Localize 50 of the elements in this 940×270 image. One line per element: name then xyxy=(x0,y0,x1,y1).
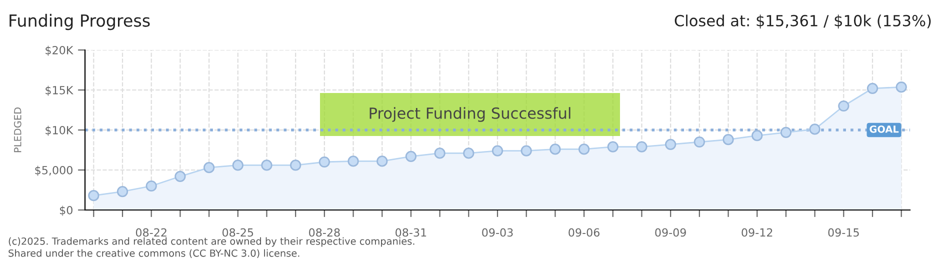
point xyxy=(116,186,128,198)
point xyxy=(405,150,417,162)
point xyxy=(261,160,272,171)
point xyxy=(463,148,474,159)
x-tick-label: 08-28 xyxy=(309,228,340,237)
y-tick-label: $5,000 xyxy=(35,166,72,176)
point xyxy=(88,190,100,202)
annotation: Project Funding Successful xyxy=(370,107,570,122)
point xyxy=(348,156,359,167)
point xyxy=(174,170,186,182)
text: Shared under the creative commons (CC BY-NC 3.0) license. xyxy=(8,249,300,258)
point xyxy=(146,180,157,192)
point xyxy=(636,141,648,152)
chart-title: Funding Progress xyxy=(10,14,150,30)
x-tick-label: 08-25 xyxy=(222,228,254,237)
point xyxy=(578,144,590,155)
chart-subtitle: Closed at: $15,361 / $10k (153%) xyxy=(674,14,931,28)
point xyxy=(290,160,302,171)
point xyxy=(896,82,907,93)
point xyxy=(752,130,763,142)
point xyxy=(492,145,504,156)
x-tick-label: 09-15 xyxy=(828,228,859,237)
y-tick-label: $10K xyxy=(46,126,74,136)
point xyxy=(232,160,244,171)
point xyxy=(694,136,705,148)
x-tick-label: 09-12 xyxy=(742,228,772,237)
point xyxy=(376,156,388,167)
point xyxy=(780,126,792,138)
point xyxy=(665,138,676,150)
text: (c)2025. Trademarks and related content are owned by their respective companies. xyxy=(8,237,414,247)
point xyxy=(520,145,532,156)
y-axis-title: PLEDGED xyxy=(14,108,22,152)
point xyxy=(809,124,820,135)
point xyxy=(203,162,215,174)
point xyxy=(838,100,850,112)
x-tick-label: 09-03 xyxy=(482,228,513,237)
x-tick-label: 09-09 xyxy=(655,228,686,237)
x-tick-label: 08-22 xyxy=(136,228,166,237)
point xyxy=(722,134,734,146)
x-tick-label: 08-31 xyxy=(396,228,426,237)
point xyxy=(866,82,878,94)
y-tick-label: $0 xyxy=(60,206,72,216)
point xyxy=(607,141,618,152)
y-tick-label: $15K xyxy=(46,86,74,96)
ref-line-label: GOAL xyxy=(870,125,899,133)
y-tick-label: $20K xyxy=(46,46,74,56)
point xyxy=(434,148,446,159)
x-tick-label: 09-06 xyxy=(568,228,600,237)
point xyxy=(318,156,330,168)
point xyxy=(550,144,561,155)
